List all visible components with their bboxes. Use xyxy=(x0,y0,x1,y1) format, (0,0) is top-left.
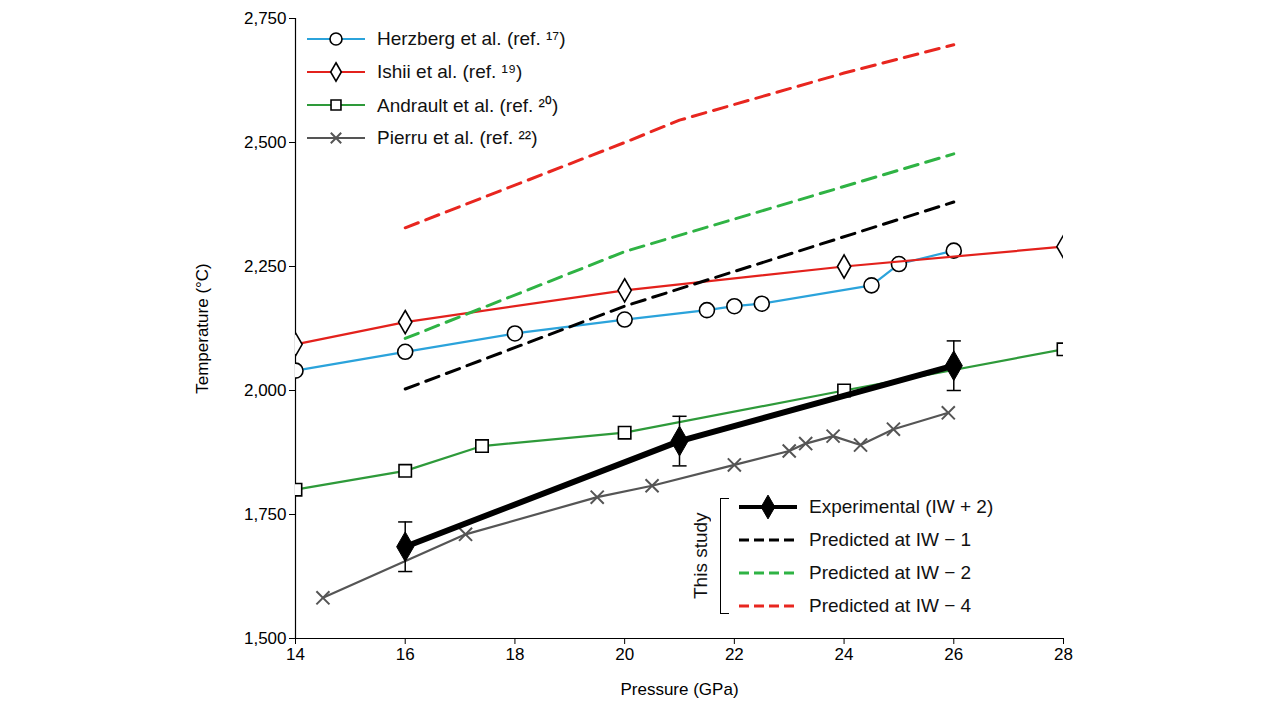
svg-text:14: 14 xyxy=(286,645,305,664)
svg-text:2,000: 2,000 xyxy=(244,381,287,400)
svg-text:1,750: 1,750 xyxy=(244,505,287,524)
svg-text:2,250: 2,250 xyxy=(244,257,287,276)
html-text:Ishii et al. (ref. ¹⁹): Ishii et al. (ref. ¹⁹) xyxy=(377,60,523,82)
html-text:Predicted at IW − 4: Predicted at IW − 4 xyxy=(809,594,972,616)
svg-text:Pressure (GPa): Pressure (GPa) xyxy=(620,680,738,699)
svg-text:2,500: 2,500 xyxy=(244,133,287,152)
svg-text:20: 20 xyxy=(615,645,634,664)
svg-text:22: 22 xyxy=(725,645,744,664)
html-text:Predicted at IW − 2: Predicted at IW − 2 xyxy=(809,561,972,583)
svg-text:2,750: 2,750 xyxy=(244,9,287,28)
html-text:Experimental (IW + 2): Experimental (IW + 2) xyxy=(809,495,994,517)
html-text:Andrault et al. (ref. ²⁰): Andrault et al. (ref. ²⁰) xyxy=(377,94,559,116)
html-text:This study: This study xyxy=(690,512,711,600)
html-text:Pierru et al. (ref. ²²): Pierru et al. (ref. ²²) xyxy=(377,126,538,148)
svg-text:28: 28 xyxy=(1054,645,1073,664)
svg-text:Temperature (°C): Temperature (°C) xyxy=(193,263,212,394)
svg-text:24: 24 xyxy=(835,645,854,664)
svg-text:18: 18 xyxy=(505,645,524,664)
svg-text:1,500: 1,500 xyxy=(244,629,287,648)
svg-text:16: 16 xyxy=(396,645,415,664)
svg-text:26: 26 xyxy=(944,645,963,664)
html-text:Predicted at IW − 1: Predicted at IW − 1 xyxy=(809,528,972,550)
html-text:Herzberg et al. (ref. ¹⁷): Herzberg et al. (ref. ¹⁷) xyxy=(377,27,566,49)
